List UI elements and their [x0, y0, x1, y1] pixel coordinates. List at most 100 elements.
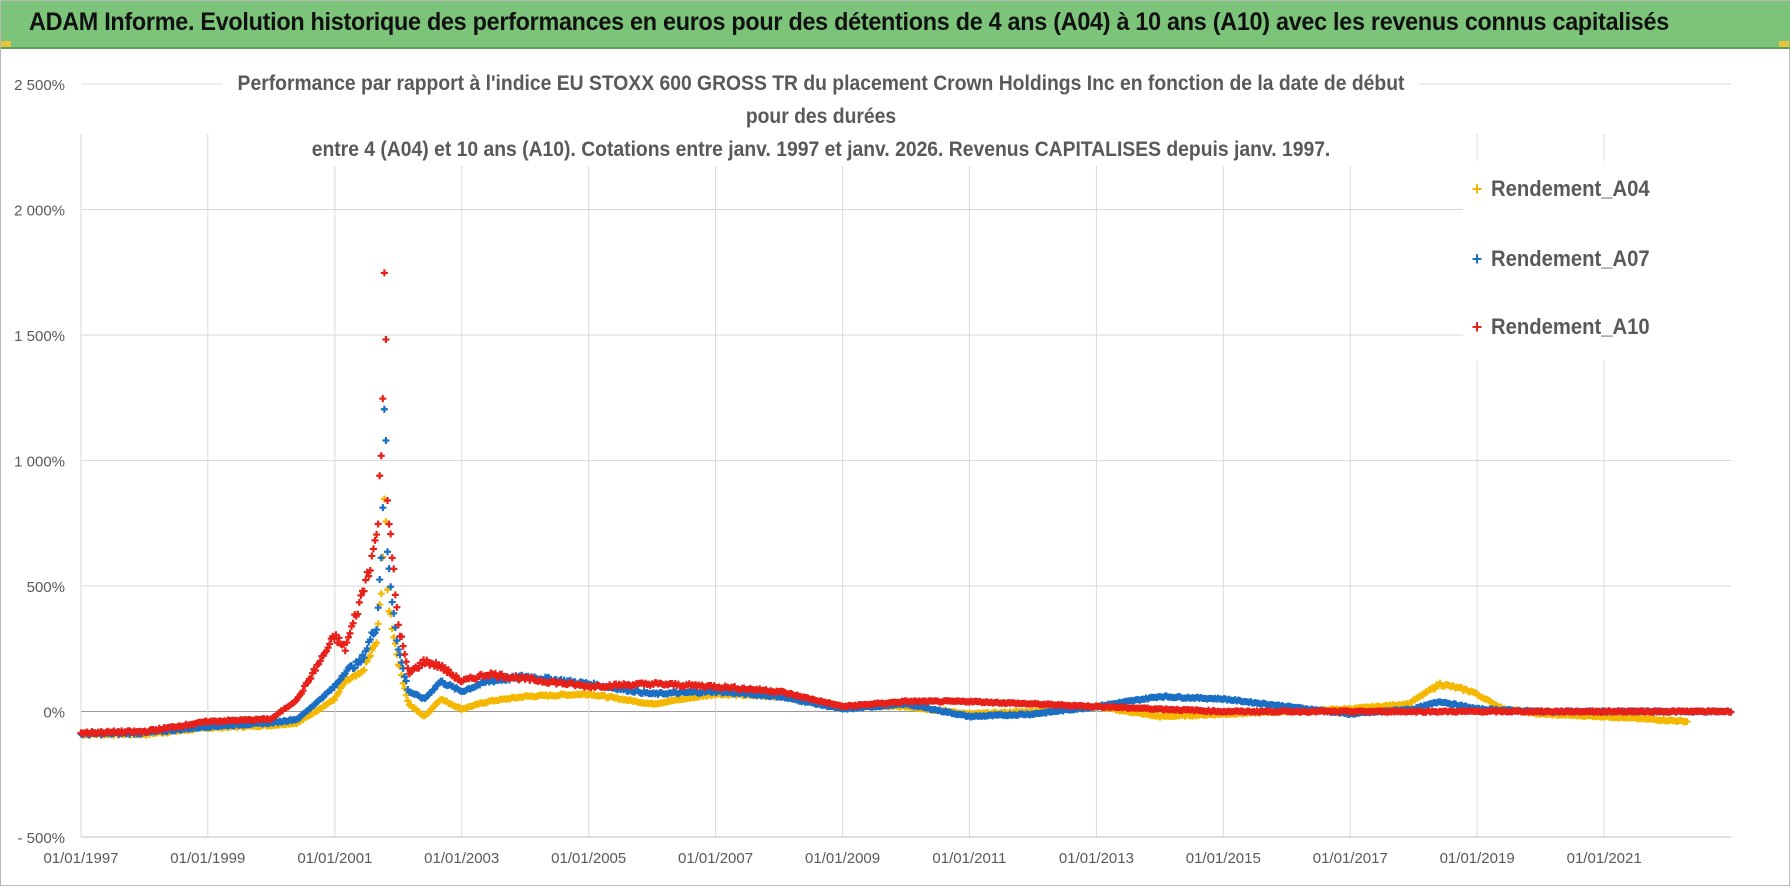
data-point — [402, 677, 410, 685]
data-point — [326, 640, 334, 648]
data-point — [399, 642, 407, 650]
data-point — [394, 621, 402, 629]
data-point — [365, 572, 373, 580]
y-tick-label: 1 000% — [14, 454, 65, 471]
y-tick-label: - 500% — [17, 830, 65, 847]
data-point — [312, 667, 320, 675]
data-point — [384, 496, 392, 504]
data-point — [368, 552, 376, 560]
data-point — [390, 565, 398, 573]
data-point — [369, 545, 377, 553]
data-point — [385, 520, 393, 528]
data-point — [444, 666, 452, 674]
data-point — [380, 269, 388, 277]
data-point — [368, 646, 376, 654]
data-point — [382, 336, 390, 344]
data-point — [351, 664, 359, 672]
data-point — [357, 591, 365, 599]
y-tick-label: 2 000% — [14, 203, 65, 220]
legend-item-a04: + Rendement_A04 — [1463, 169, 1663, 209]
data-point — [371, 536, 379, 544]
data-point — [376, 472, 384, 480]
data-point — [340, 680, 348, 688]
data-point — [391, 591, 399, 599]
banner-title: ADAM Informe. Evolution historique des p… — [29, 8, 1669, 36]
data-point — [1683, 718, 1691, 726]
data-point — [324, 644, 332, 652]
x-tick-label: 01/01/1999 — [170, 850, 245, 867]
data-point — [388, 554, 396, 562]
x-tick-label: 01/01/2017 — [1313, 850, 1388, 867]
data-point — [377, 554, 385, 562]
data-point — [357, 658, 365, 666]
legend-marker-a10: + — [1471, 316, 1483, 337]
data-point — [355, 598, 363, 606]
data-point — [384, 548, 392, 556]
data-point — [354, 610, 362, 618]
data-point — [376, 576, 384, 584]
legend-marker-a04: + — [1471, 178, 1483, 199]
data-point — [304, 679, 312, 687]
series-Rendement_A10 — [77, 269, 1735, 738]
data-point — [1727, 708, 1735, 716]
data-point — [390, 609, 398, 617]
data-point — [362, 576, 370, 584]
data-point — [360, 666, 368, 674]
data-point — [404, 697, 412, 705]
data-point — [374, 604, 382, 612]
legend-label-a10: Rendement_A10 — [1491, 314, 1650, 339]
data-point — [393, 603, 401, 611]
data-point — [373, 639, 381, 647]
legend: + Rendement_A04 + Rendement_A07 + Rendem… — [1463, 161, 1733, 361]
data-point — [404, 664, 412, 672]
data-point — [374, 620, 382, 628]
x-tick-label: 01/01/2005 — [551, 850, 626, 867]
chart-title-line-1: Performance par rapport à l'indice EU ST… — [237, 72, 1405, 128]
data-point — [363, 644, 371, 652]
x-tick-label: 01/01/2013 — [1059, 850, 1134, 867]
data-point — [388, 598, 396, 606]
data-point — [380, 405, 388, 413]
data-point — [366, 636, 374, 644]
legend-item-a10: + Rendement_A10 — [1463, 307, 1663, 347]
axis-labels: - 500% 0% 500% 1 000% 1 500% 2 000% 2 500% 01/0… — [14, 77, 1642, 867]
x-tick-label: 01/01/1997 — [43, 850, 118, 867]
data-point — [373, 625, 381, 633]
data-point — [393, 637, 401, 645]
data-point — [349, 619, 357, 627]
x-tick-label: 01/01/2015 — [1186, 850, 1261, 867]
x-tick-label: 01/01/2003 — [424, 850, 499, 867]
corner-accent-left — [1, 41, 11, 47]
y-tick-label: 1 500% — [14, 328, 65, 345]
data-point — [343, 638, 351, 646]
data-point — [373, 531, 381, 539]
data-points — [77, 269, 1735, 739]
data-point — [360, 587, 368, 595]
data-point — [346, 629, 354, 637]
data-point — [341, 647, 349, 655]
report-banner: ADAM Informe. Evolution historique des p… — [1, 1, 1790, 49]
legend-item-a07: + Rendement_A07 — [1463, 239, 1663, 279]
data-point — [360, 654, 368, 662]
y-tick-label: 0% — [43, 705, 65, 722]
data-point — [377, 590, 385, 598]
data-point — [379, 395, 387, 403]
x-tick-label: 01/01/2001 — [297, 850, 372, 867]
data-point — [366, 652, 374, 660]
data-point — [335, 688, 343, 696]
data-point — [344, 633, 352, 641]
x-tick-label: 01/01/2009 — [805, 850, 880, 867]
x-tick-label: 01/01/2019 — [1440, 850, 1515, 867]
data-point — [316, 657, 324, 665]
data-point — [366, 567, 374, 575]
data-point — [401, 650, 409, 658]
chart-title-line-2: entre 4 (A04) et 10 ans (A10). Cotations… — [311, 138, 1331, 161]
data-point — [387, 583, 395, 591]
data-point — [379, 504, 387, 512]
legend-label-a04: Rendement_A04 — [1491, 176, 1650, 201]
legend-label-a07: Rendement_A07 — [1491, 246, 1650, 271]
y-tick-label: 500% — [27, 579, 65, 596]
y-tick-label: 2 500% — [14, 77, 65, 94]
data-point — [299, 687, 307, 695]
